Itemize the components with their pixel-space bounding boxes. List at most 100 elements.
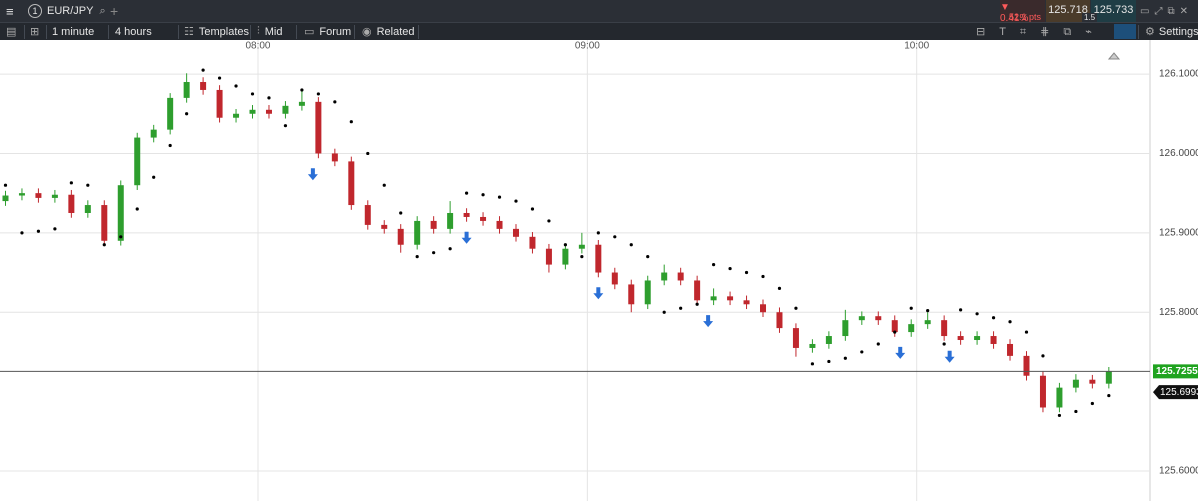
sar-dot — [563, 243, 567, 247]
signal-arrow — [461, 231, 472, 244]
candle-body — [282, 105, 289, 114]
window-controls[interactable]: ▭⤢⧉✕ — [1140, 5, 1193, 17]
candle-body — [858, 316, 865, 321]
candle — [1007, 339, 1014, 361]
candle-body — [167, 97, 174, 130]
sar-dot — [514, 199, 518, 203]
sar-dot — [283, 124, 288, 128]
candle-body — [595, 244, 602, 273]
candle-body — [578, 244, 585, 249]
candle — [776, 307, 783, 333]
candle-body — [941, 320, 948, 337]
signal-arrow — [895, 346, 906, 359]
sar-dot — [86, 183, 90, 187]
ask-box[interactable]: 125.733 — [1091, 0, 1136, 22]
candle-body — [694, 280, 701, 301]
candle — [2, 190, 9, 206]
interval[interactable]: 1 minute — [52, 25, 95, 38]
change-points: 52.1 pts — [1008, 12, 1041, 22]
menu-icon[interactable]: ≡ — [6, 3, 14, 19]
candle — [496, 216, 503, 234]
sar-dot — [432, 251, 436, 255]
candle-body — [1039, 375, 1046, 408]
y-tick-label: 126.0000 — [1159, 148, 1198, 159]
candle — [430, 216, 437, 234]
sar-dot — [629, 243, 633, 247]
candle-body — [150, 129, 157, 138]
related-label: Related — [376, 25, 415, 38]
sar-dot — [810, 362, 815, 366]
sar-dot — [481, 193, 485, 197]
active-tool[interactable] — [1114, 24, 1136, 39]
sar-dot — [1074, 409, 1078, 414]
sar-dot — [36, 229, 41, 233]
candle-body — [1072, 379, 1079, 388]
list-icon[interactable]: ▤ — [6, 26, 17, 38]
candle — [974, 331, 981, 345]
candle — [233, 109, 240, 123]
candle-body — [430, 220, 437, 229]
candle-body — [298, 101, 305, 106]
candle — [677, 267, 684, 286]
tool-icons[interactable]: ⊟T⌗⋕⧉⌁ — [976, 25, 1106, 38]
candle-body — [809, 343, 816, 348]
search-icon[interactable]: ⌕ — [99, 4, 106, 17]
related-button[interactable]: ◉ Related — [362, 25, 415, 39]
candle — [743, 295, 750, 310]
change-percent-value: 0.41% — [1000, 13, 1029, 24]
candle-body — [117, 185, 124, 241]
candle — [578, 232, 585, 254]
sar-dot — [1008, 320, 1012, 324]
templates-button[interactable]: ☷ Templates — [184, 25, 250, 39]
candle — [216, 85, 223, 123]
sar-dot — [250, 92, 255, 96]
layout-icon[interactable]: ⊞ — [30, 26, 40, 38]
sar-dot — [991, 316, 996, 320]
sar-dot — [646, 255, 650, 259]
candle-body — [891, 320, 898, 333]
candle — [858, 311, 865, 325]
bid-box[interactable]: 125.718 — [1046, 0, 1090, 22]
candle-body — [496, 220, 503, 229]
sar-dot — [69, 181, 73, 185]
sar-dot — [876, 342, 880, 346]
scroll-marker — [1107, 52, 1121, 60]
price-type-button[interactable]: ⫶ Mid — [257, 25, 283, 38]
candle — [167, 93, 174, 135]
candle-body — [661, 272, 668, 281]
range[interactable]: 4 hours — [115, 25, 152, 38]
sar-dot — [119, 235, 123, 239]
candle-body — [677, 272, 684, 281]
candle — [809, 339, 816, 353]
sar-dot — [1024, 330, 1029, 334]
signal-arrow — [593, 287, 604, 300]
tab[interactable]: 1 EUR/JPY ⌕ — [28, 0, 106, 22]
candle — [183, 73, 190, 103]
candle — [35, 188, 42, 203]
candle-body — [134, 137, 141, 186]
sar-dot — [827, 359, 831, 364]
ask: 125.733 — [1093, 4, 1134, 16]
sar-dot — [728, 266, 732, 271]
candle — [249, 105, 256, 119]
candle — [1072, 374, 1079, 393]
forum-button[interactable]: ▭ Forum — [304, 25, 352, 39]
candle-body — [233, 113, 240, 118]
settings-button[interactable]: ⚙ Settings — [1145, 25, 1198, 39]
sar-price-tag — [1153, 385, 1198, 400]
sar-dot — [613, 235, 617, 239]
candle-body — [1007, 343, 1014, 356]
x-tick-label: 08:00 — [245, 41, 270, 52]
candle — [825, 331, 832, 349]
candle-body — [562, 248, 569, 265]
sar-dot — [580, 255, 584, 259]
candle-body — [51, 194, 58, 198]
sar-dot — [959, 308, 963, 312]
add-tab[interactable]: + — [110, 3, 119, 19]
candle-body — [743, 300, 750, 305]
sar-dot — [1041, 354, 1045, 358]
candle — [908, 319, 915, 337]
candle-body — [414, 220, 421, 245]
candle-body — [924, 320, 931, 325]
candle-body — [842, 320, 849, 337]
